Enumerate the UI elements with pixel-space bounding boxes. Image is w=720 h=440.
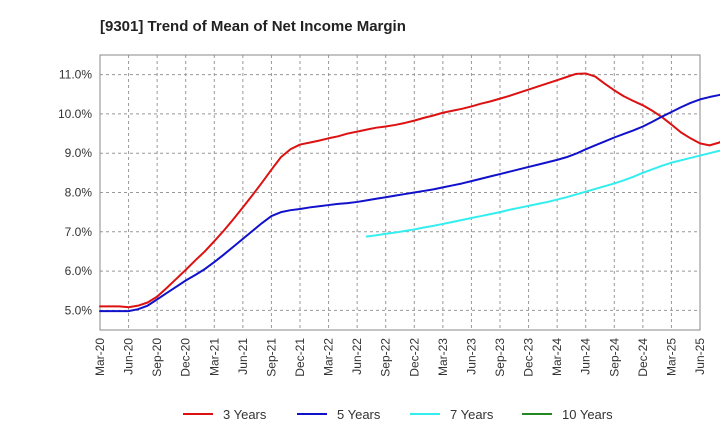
x-tick-label: Mar-23	[436, 338, 450, 376]
x-tick-label: Mar-22	[322, 338, 336, 376]
x-axis-ticks: Mar-20 Jun-20 Sep-20 Dec-20 Mar-21 Jun-21 Sep-…	[93, 338, 707, 377]
legend: 3 Years 5 Years 7 Years 10 Years	[183, 407, 613, 422]
x-tick-label: Mar-21	[207, 338, 221, 376]
x-tick-label: Dec-20	[179, 338, 193, 377]
y-axis-ticks: 5.0% 6.0% 7.0% 8.0% 9.0% 10.0% 11.0%	[58, 68, 92, 318]
y-tick-label: 7.0%	[65, 225, 93, 239]
legend-label: 7 Years	[450, 407, 494, 422]
x-tick-label: Jun-22	[350, 338, 364, 375]
x-tick-label: Sep-20	[150, 338, 164, 377]
x-tick-label: Sep-21	[264, 338, 278, 377]
y-tick-label: 8.0%	[65, 186, 93, 200]
x-tick-label: Dec-23	[522, 338, 536, 377]
x-tick-label: Mar-24	[550, 338, 564, 376]
y-tick-label: 10.0%	[58, 107, 92, 121]
y-tick-label: 11.0%	[59, 68, 92, 82]
x-tick-label: Jun-25	[693, 338, 707, 375]
legend-label: 3 Years	[223, 407, 267, 422]
series-line-3-years	[99, 72, 720, 309]
y-tick-label: 9.0%	[65, 146, 93, 160]
x-tick-label: Dec-24	[636, 338, 650, 377]
legend-label: 10 Years	[562, 407, 613, 422]
plot-area	[99, 54, 701, 331]
y-tick-label: 6.0%	[65, 264, 93, 278]
x-tick-label: Mar-20	[93, 338, 107, 376]
chart-title: [9301] Trend of Mean of Net Income Margi…	[100, 18, 406, 35]
x-tick-label: Jun-23	[464, 338, 478, 375]
x-tick-label: Sep-24	[607, 338, 621, 377]
x-tick-label: Jun-20	[122, 338, 136, 375]
x-tick-label: Jun-21	[236, 338, 250, 375]
series-lines	[99, 72, 720, 313]
y-tick-label: 5.0%	[65, 303, 93, 317]
x-tick-label: Jun-24	[579, 338, 593, 375]
x-tick-label: Sep-22	[379, 338, 393, 377]
series-line-7-years	[365, 149, 720, 238]
x-tick-label: Dec-21	[293, 338, 307, 377]
series-line-5-years	[99, 93, 720, 313]
x-tick-label: Dec-22	[407, 338, 421, 377]
legend-label: 5 Years	[337, 407, 381, 422]
x-tick-label: Sep-23	[493, 338, 507, 377]
grid	[99, 55, 701, 330]
x-tick-label: Mar-25	[664, 338, 678, 376]
